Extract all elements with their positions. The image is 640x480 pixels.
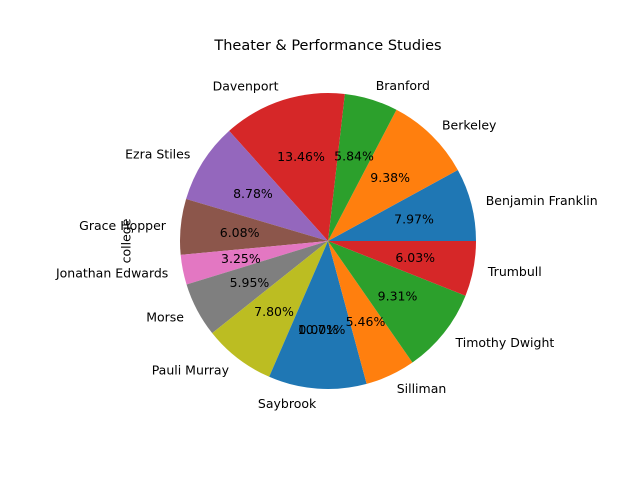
pct-berkeley: 9.38% xyxy=(370,170,410,185)
pct-grace-hopper: 6.08% xyxy=(220,225,260,240)
pct-trumbull: 6.03% xyxy=(395,250,435,265)
pct-ezra-stiles: 8.78% xyxy=(233,186,273,201)
label-saybrook: Saybrook xyxy=(258,396,317,411)
label-timothy-dwight: Timothy Dwight xyxy=(454,335,554,350)
slice-benjamin-franklin xyxy=(328,169,476,241)
label-grace-hopper: Grace Hopper xyxy=(79,218,167,233)
label-morse: Morse xyxy=(146,309,184,324)
label-silliman: Silliman xyxy=(397,381,447,396)
chart-title: Theater & Performance Studies xyxy=(213,38,441,54)
slice-jonathan-edwards xyxy=(180,241,328,285)
slice-silliman xyxy=(328,241,413,384)
y-axis-label: college xyxy=(119,218,134,263)
pie-labels: Benjamin Franklin 7.97% Berkeley 9.38% Branf… xyxy=(55,78,598,411)
slice-grace-hopper xyxy=(180,199,328,255)
label-trumbull: Trumbull xyxy=(487,264,542,279)
slice-pauli-murray xyxy=(212,241,328,377)
label-jonathan-edwards: Jonathan Edwards xyxy=(55,265,168,280)
slice-trumbull xyxy=(328,241,476,296)
pct-zero-slice: 0.00% xyxy=(298,322,338,337)
slice-branford xyxy=(328,93,397,242)
pct-timothy-dwight: 9.31% xyxy=(378,289,418,304)
pct-morse: 5.95% xyxy=(230,275,270,290)
pct-pauli-murray: 7.80% xyxy=(254,304,294,319)
label-benjamin-franklin: Benjamin Franklin xyxy=(486,193,598,208)
pct-branford: 5.84% xyxy=(334,149,374,164)
pie-slices xyxy=(180,92,476,390)
pct-saybrook: 10.71% xyxy=(298,322,346,337)
pct-davenport: 13.46% xyxy=(277,149,325,164)
label-berkeley: Berkeley xyxy=(442,117,497,132)
slice-berkeley xyxy=(328,109,458,241)
slice-timothy-dwight xyxy=(328,241,466,363)
pct-benjamin-franklin: 7.97% xyxy=(394,212,434,227)
label-davenport: Davenport xyxy=(213,78,279,93)
label-ezra-stiles: Ezra Stiles xyxy=(125,147,190,162)
slice-saybrook xyxy=(269,241,367,390)
label-pauli-murray: Pauli Murray xyxy=(152,363,230,378)
slice-morse xyxy=(186,241,328,334)
label-branford: Branford xyxy=(376,78,430,93)
slice-ezra-stiles xyxy=(186,130,328,241)
pct-jonathan-edwards: 3.25% xyxy=(221,251,261,266)
slice-davenport xyxy=(229,92,345,241)
pct-silliman: 5.46% xyxy=(346,314,386,329)
